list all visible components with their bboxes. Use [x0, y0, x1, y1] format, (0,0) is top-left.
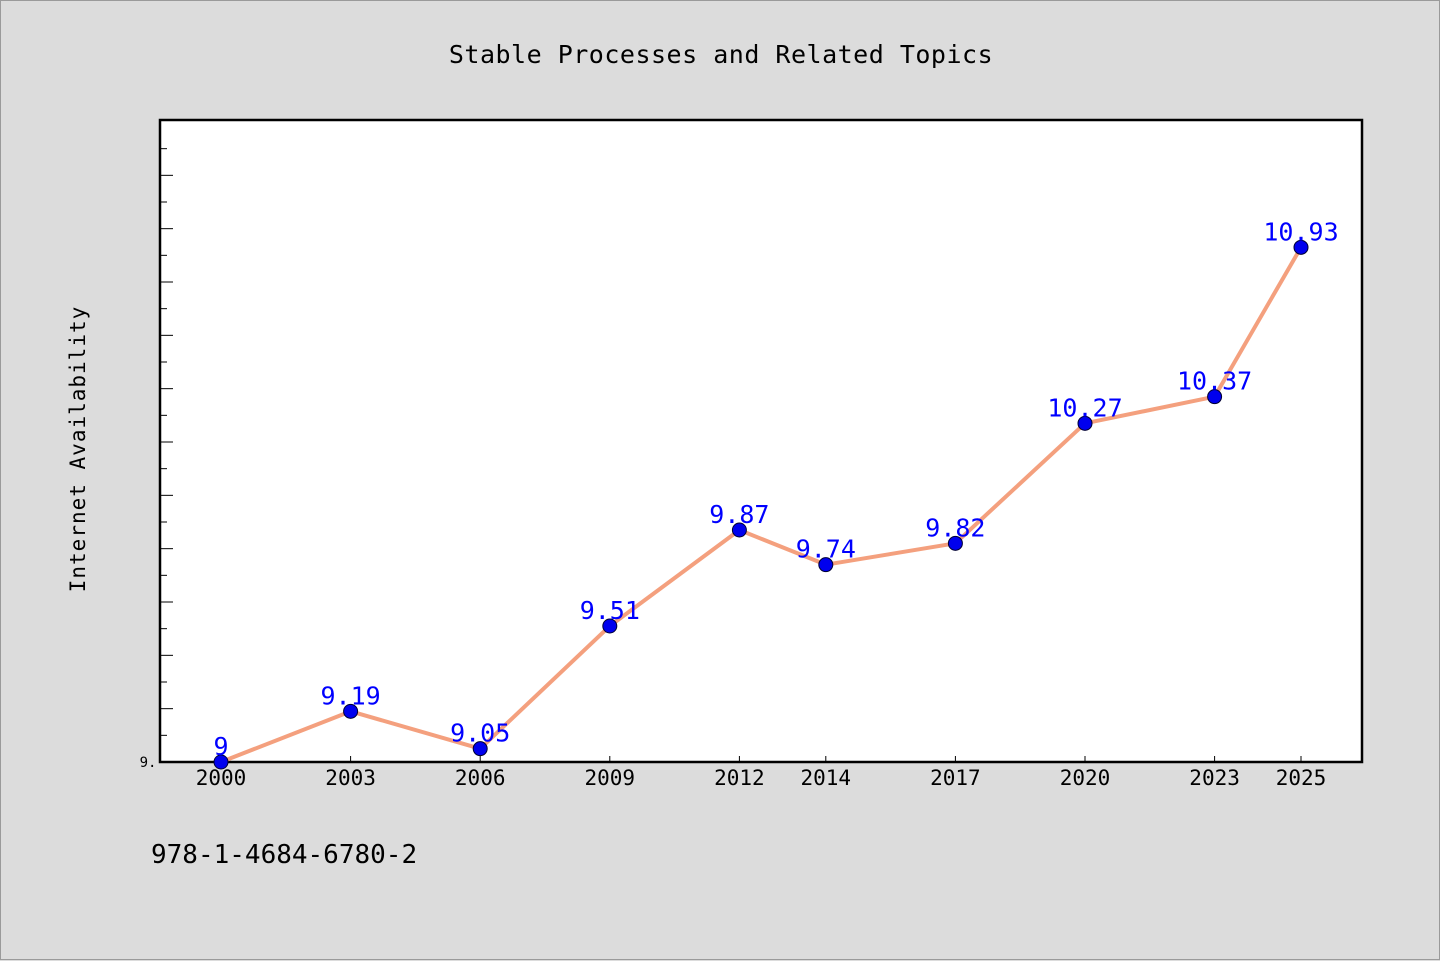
data-label-2012: 9.87	[709, 500, 769, 529]
x-tick-label: 2000	[196, 766, 247, 790]
y-axis-label: Internet Availability	[66, 306, 90, 593]
x-tick-label: 2014	[801, 766, 852, 790]
data-point-2017	[947, 535, 963, 551]
data-label-2020: 10.27	[1047, 393, 1122, 422]
series-line	[219, 245, 1303, 764]
data-label-2000: 9	[213, 732, 228, 761]
data-point-2025	[1293, 239, 1309, 255]
isbn-footer: 978-1-4684-6780-2	[151, 840, 417, 870]
x-tick-label: 2012	[714, 766, 765, 790]
chart-title: Stable Processes and Related Topics	[449, 40, 993, 69]
x-tick-label: 2009	[585, 766, 636, 790]
data-labels: 9 9.19 9.05 9.51 9.87 9.74 9.82 10.27 10.37 10.93	[213, 217, 1338, 761]
y-tick-label: 9.	[140, 755, 157, 771]
data-point-2000	[213, 754, 229, 770]
data-point-2003	[343, 703, 359, 719]
data-point-2012	[731, 522, 747, 538]
x-tick-label: 2006	[455, 766, 506, 790]
data-point-2023	[1207, 389, 1223, 405]
data-points	[213, 239, 1309, 770]
x-tick-labels: 2000 2003 2006 2009 2012 2014 2017 2020 2023 2025	[196, 766, 1327, 790]
x-tick-label: 2023	[1189, 766, 1240, 790]
data-point-2020	[1077, 415, 1093, 431]
data-point-2014	[818, 557, 834, 573]
x-tick-label: 2020	[1060, 766, 1111, 790]
data-label-2017: 9.82	[925, 513, 985, 542]
data-point-2006	[472, 741, 488, 757]
y-axis-ticks	[160, 148, 173, 763]
data-point-2009	[602, 618, 618, 634]
x-tick-label: 2017	[930, 766, 981, 790]
data-label-2006: 9.05	[450, 719, 510, 748]
data-label-2003: 9.19	[320, 681, 380, 710]
plot-area	[158, 118, 1364, 764]
data-label-2023: 10.37	[1177, 367, 1252, 396]
x-tick-label: 2003	[325, 766, 376, 790]
data-label-2009: 9.51	[580, 596, 640, 625]
x-tick-label: 2025	[1276, 766, 1327, 790]
data-label-2025: 10.93	[1263, 217, 1338, 246]
data-label-2014: 9.74	[796, 535, 856, 564]
